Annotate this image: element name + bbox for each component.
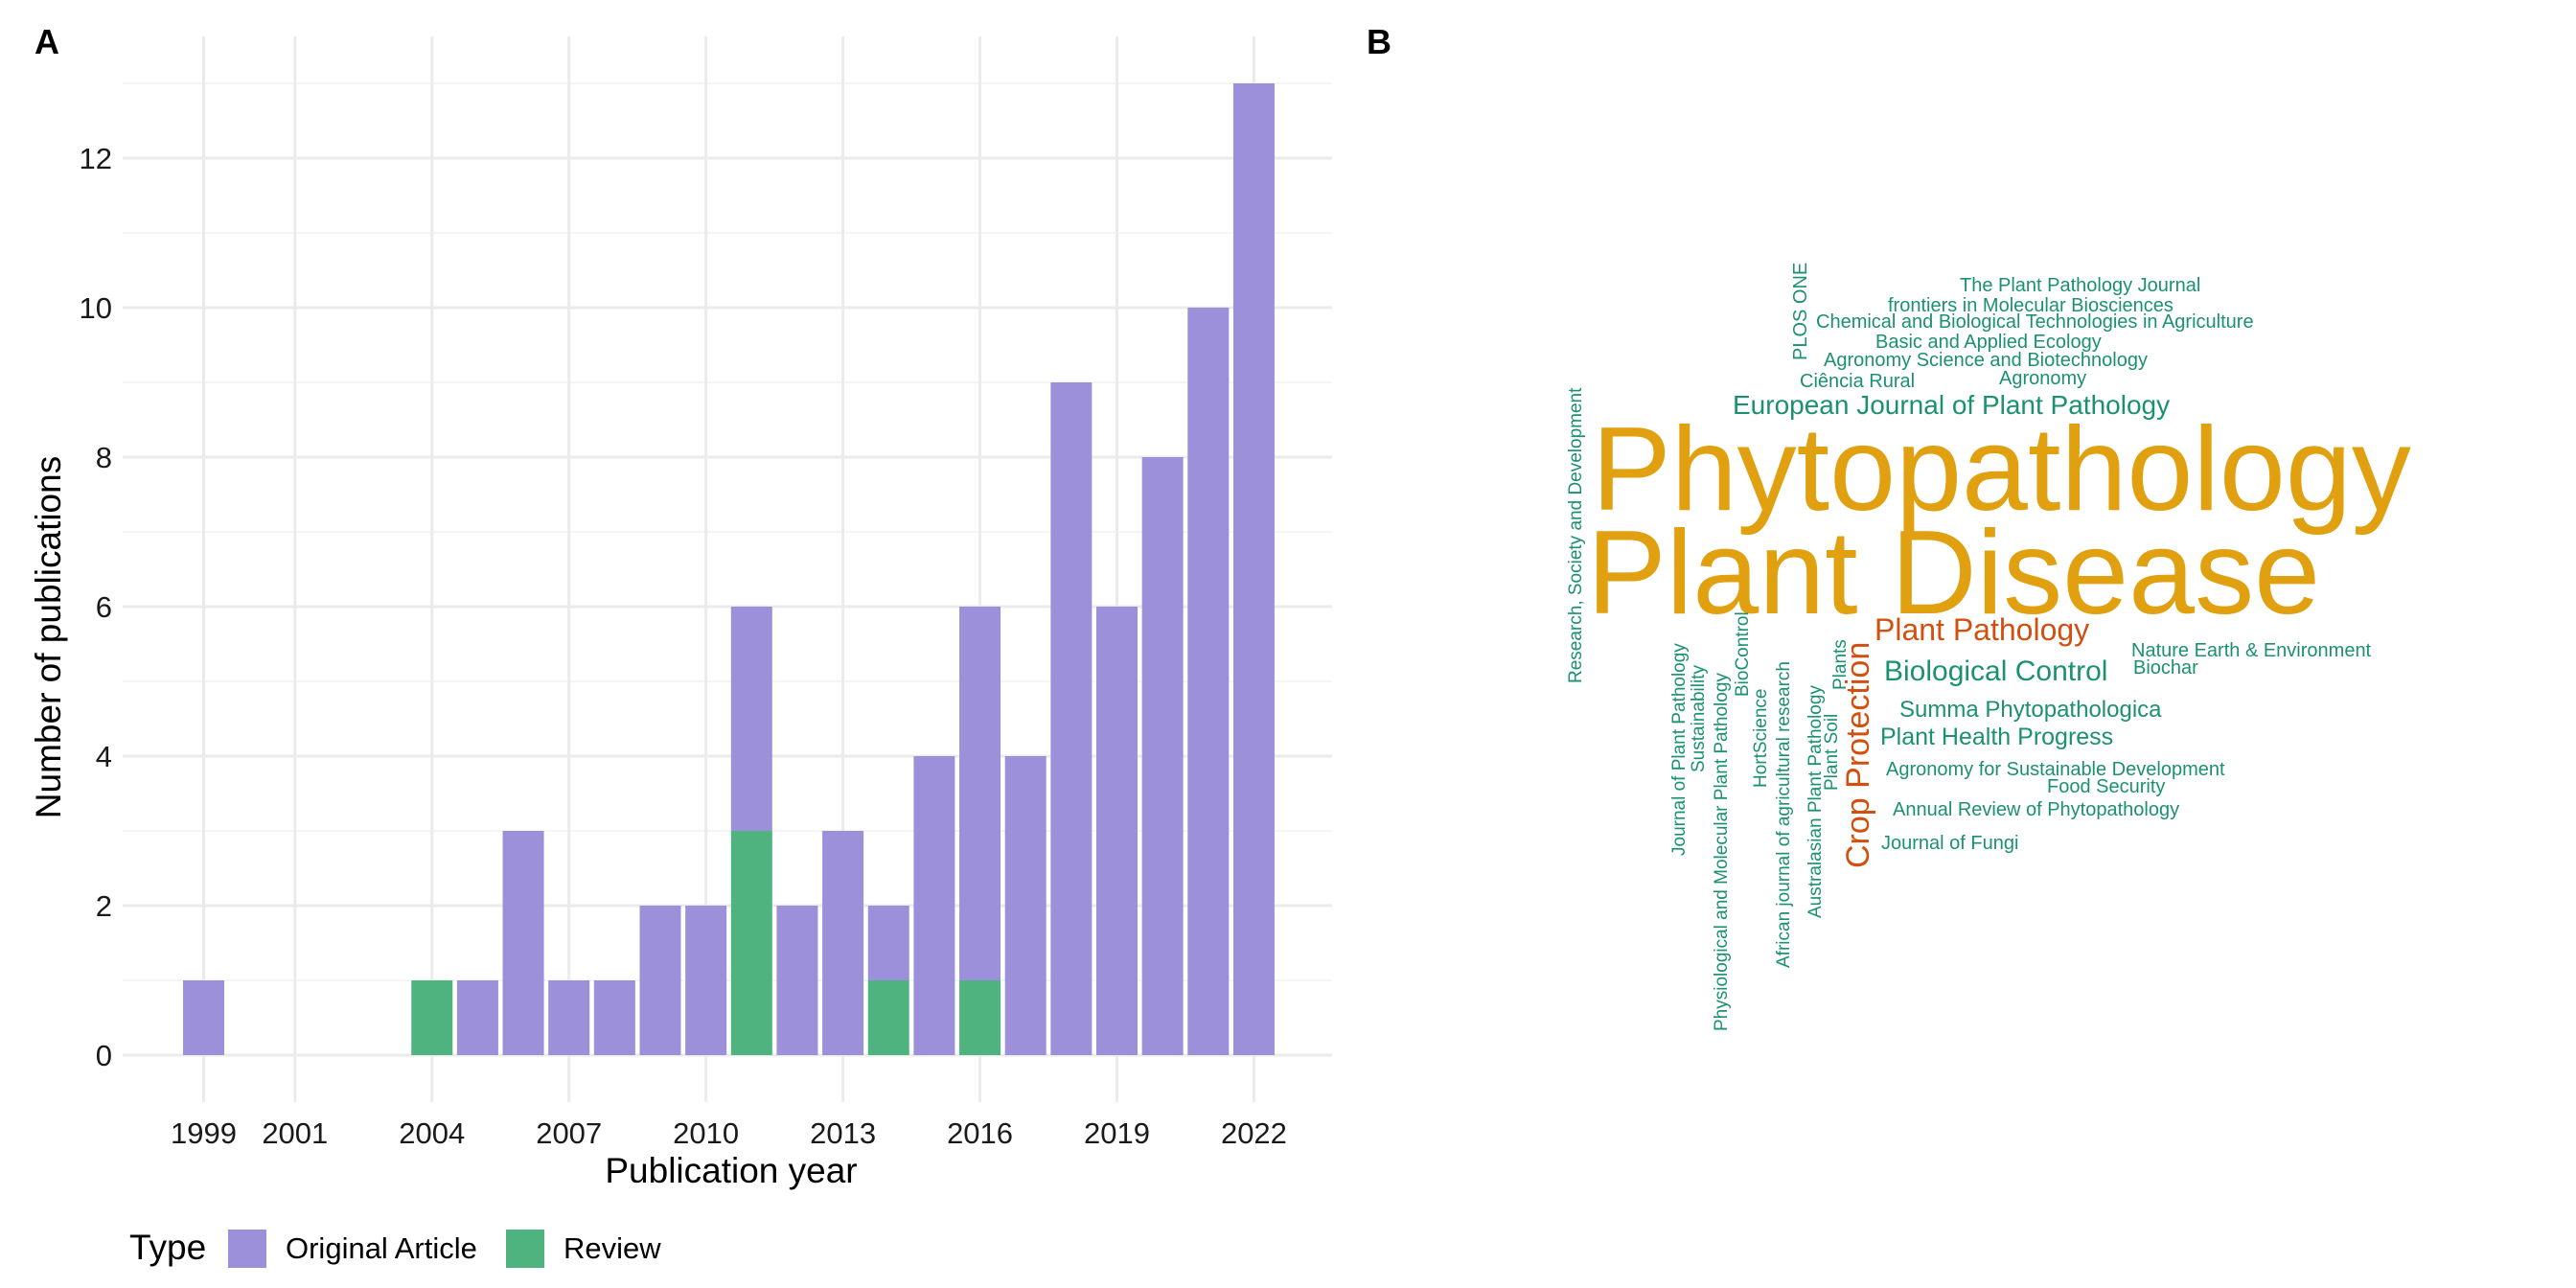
word-cloud-term: Physiological and Molecular Plant Pathol… bbox=[1712, 673, 1732, 1031]
word-cloud-term: The Plant Pathology Journal bbox=[1960, 275, 2200, 296]
y-tick-label: 4 bbox=[96, 740, 112, 773]
word-cloud-term: frontiers in Molecular Biosciences bbox=[1888, 295, 2174, 316]
x-tick-label: 1999 bbox=[171, 1116, 237, 1150]
x-tick-label: 2016 bbox=[947, 1116, 1013, 1150]
bar-original-article-2014 bbox=[867, 906, 909, 980]
y-axis-title: Number of publications bbox=[29, 456, 68, 818]
word-cloud-term: Plant Disease bbox=[1587, 507, 2320, 639]
bar-original-article-2005 bbox=[456, 980, 498, 1055]
x-tick-label: 2004 bbox=[399, 1116, 465, 1150]
bar-original-article-2009 bbox=[639, 906, 681, 1055]
bar-original-article-2017 bbox=[1004, 756, 1046, 1055]
y-tick-label: 8 bbox=[96, 441, 112, 474]
bar-original-article-2016 bbox=[959, 607, 1001, 980]
word-cloud-term: Ciência Rural bbox=[1800, 371, 1915, 392]
bar-original-article-2007 bbox=[548, 980, 590, 1055]
y-tick-label: 10 bbox=[80, 291, 112, 325]
bar-original-article-2018 bbox=[1050, 382, 1092, 1055]
x-tick-label: 2007 bbox=[536, 1116, 602, 1150]
x-tick-label: 2022 bbox=[1221, 1116, 1287, 1150]
word-cloud-term: HortScience bbox=[1751, 689, 1771, 789]
word-cloud-term: African journal of agricultural research bbox=[1774, 661, 1794, 968]
bar-review-2014 bbox=[867, 980, 909, 1055]
word-cloud-term: Agronomy Science and Biotechnology bbox=[1824, 350, 2148, 371]
word-cloud-term: Biological Control bbox=[1884, 656, 2107, 687]
word-cloud-term: Plant Health Progress bbox=[1880, 724, 2113, 750]
word-cloud-term: Research, Society and Development bbox=[1566, 387, 1586, 683]
bar-original-article-1999 bbox=[183, 980, 224, 1055]
word-cloud-term: Chemical and Biological Technologies in … bbox=[1816, 311, 2254, 333]
word-cloud-term: Plants bbox=[1830, 639, 1851, 690]
x-tick-labels: 1999 2001 2004 2007 2010 2013 2016 2019 2022 bbox=[171, 1116, 1287, 1150]
bar-original-article-2010 bbox=[685, 906, 727, 1055]
bar-original-article-2020 bbox=[1141, 457, 1184, 1055]
bar-original-article-2013 bbox=[822, 831, 864, 1055]
y-tick-label: 6 bbox=[96, 590, 112, 624]
word-cloud-term: Biochar bbox=[2133, 657, 2198, 678]
word-cloud-term: Basic and Applied Ecology bbox=[1875, 332, 2102, 353]
word-cloud-term: Summa Phytopathologica bbox=[1899, 697, 2162, 723]
legend-swatch-review bbox=[506, 1230, 544, 1268]
word-cloud-term: Plant Soil bbox=[1822, 714, 1842, 791]
bar-original-article-2015 bbox=[913, 756, 955, 1055]
bar-review-2004 bbox=[411, 980, 453, 1055]
legend-swatch-original-article bbox=[228, 1230, 266, 1268]
bar-review-2011 bbox=[730, 831, 772, 1055]
y-tick-label: 0 bbox=[96, 1039, 112, 1072]
bar-original-article-2019 bbox=[1096, 607, 1138, 1055]
legend-title: Type bbox=[129, 1228, 206, 1267]
y-tick-labels: 0 2 4 6 8 10 12 bbox=[80, 142, 112, 1072]
word-cloud-term: Food Security bbox=[2047, 776, 2165, 797]
legend-label-original-article: Original Article bbox=[286, 1231, 477, 1265]
x-tick-label: 2001 bbox=[262, 1116, 328, 1150]
word-cloud-term: Plant Pathology bbox=[1874, 612, 2089, 647]
word-cloud-term: Agronomy for Sustainable Development bbox=[1886, 759, 2225, 780]
y-tick-label: 2 bbox=[96, 889, 112, 923]
word-cloud-term: Nature Earth & Environment bbox=[2131, 640, 2372, 661]
bar-original-article-2012 bbox=[776, 906, 818, 1055]
word-cloud-term: Journal of Plant Pathology bbox=[1669, 643, 1690, 856]
word-cloud-term: European Journal of Plant Pathology bbox=[1733, 390, 2170, 420]
bar-original-article-2008 bbox=[593, 980, 635, 1055]
panel-label-a: A bbox=[34, 22, 59, 61]
word-cloud-term: BioControl bbox=[1733, 611, 1753, 697]
word-cloud-term: Sustainability bbox=[1689, 665, 1709, 772]
word-cloud-term: Crop Protection bbox=[1840, 642, 1876, 868]
bar-original-article-2022 bbox=[1232, 83, 1275, 1055]
bar-original-article-2011 bbox=[730, 607, 772, 831]
word-cloud-term: PLOS ONE bbox=[1790, 263, 1811, 360]
word-cloud-term: Journal of Fungi bbox=[1881, 833, 2018, 854]
bar-review-2016 bbox=[959, 980, 1001, 1055]
word-cloud-term: Annual Review of Phytopathology bbox=[1893, 799, 2179, 820]
y-tick-label: 12 bbox=[80, 142, 112, 175]
bar-chart: 0 2 4 6 8 10 12 1999 2001 2004 2007 2010 2013 2016 20… bbox=[29, 36, 1332, 1268]
x-axis-title: Publication year bbox=[605, 1151, 857, 1190]
word-cloud-term: Phytopathology bbox=[1592, 403, 2411, 536]
legend: Type Original Article Review bbox=[129, 1228, 661, 1268]
bar-original-article-2006 bbox=[502, 831, 544, 1055]
x-tick-label: 2013 bbox=[810, 1116, 876, 1150]
x-tick-label: 2010 bbox=[673, 1116, 739, 1150]
bar-original-article-2021 bbox=[1187, 308, 1230, 1055]
x-tick-label: 2019 bbox=[1084, 1116, 1150, 1150]
word-cloud-term: Agronomy bbox=[1999, 368, 2086, 389]
panel-label-b: B bbox=[1367, 22, 1392, 61]
bars bbox=[183, 83, 1275, 1055]
word-cloud-term: Australasian Plant Pathology bbox=[1806, 685, 1826, 918]
legend-label-review: Review bbox=[564, 1231, 661, 1265]
